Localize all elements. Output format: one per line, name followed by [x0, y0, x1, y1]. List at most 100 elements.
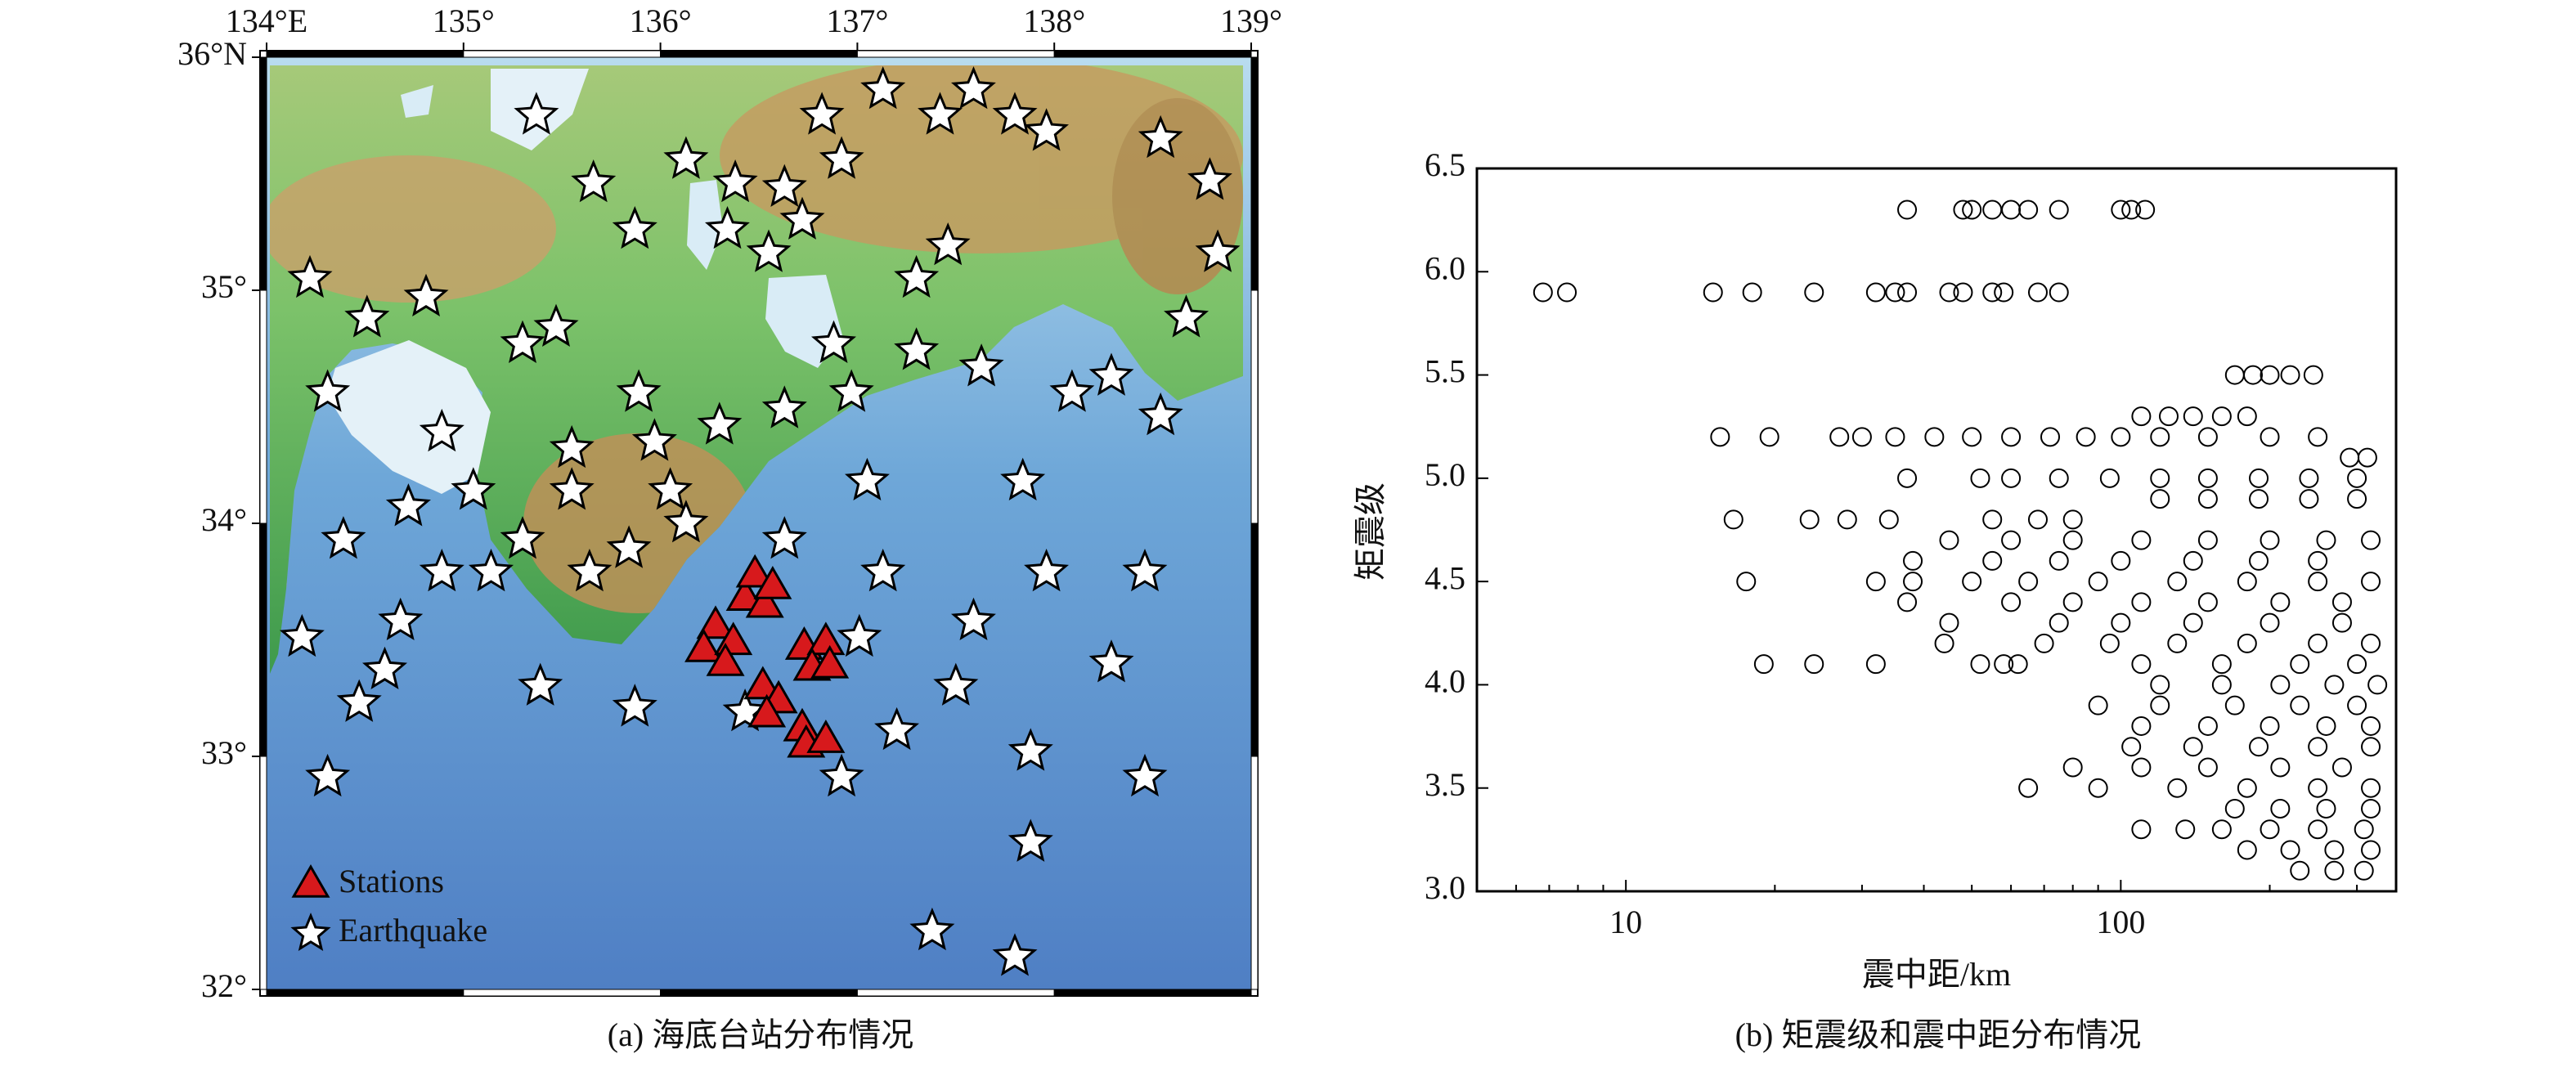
station-marker — [725, 577, 765, 611]
data-point — [2183, 737, 2203, 757]
data-point — [2076, 427, 2096, 447]
y-tick-label: 33° — [201, 734, 247, 771]
data-point — [2111, 427, 2131, 447]
x-tick-label: 138° — [1023, 2, 1085, 39]
data-point — [2150, 489, 2170, 509]
data-point — [2131, 530, 2152, 550]
frame-band — [259, 56, 267, 291]
data-point — [2018, 200, 2039, 220]
earthquake-marker — [648, 467, 693, 510]
data-point — [2270, 757, 2291, 778]
data-point — [2111, 550, 2131, 571]
frame-band — [266, 989, 464, 997]
data-point — [2243, 365, 2264, 385]
data-point — [2331, 592, 2352, 612]
data-point — [2211, 406, 2232, 427]
data-point — [2018, 572, 2039, 592]
legend-label: Stations — [339, 863, 444, 899]
data-point — [2308, 550, 2328, 571]
data-point — [1953, 282, 1973, 303]
data-point — [1799, 509, 1820, 530]
data-point — [2167, 633, 2188, 653]
earthquake-marker — [612, 205, 657, 249]
earthquake-marker — [819, 136, 864, 179]
y-tick-label: 5.0 — [1425, 456, 1465, 493]
data-point — [2150, 675, 2170, 695]
data-point — [2001, 530, 2022, 550]
data-point — [2197, 427, 2218, 447]
data-point — [1804, 282, 1824, 303]
data-point — [2361, 530, 2381, 550]
x-tick-label: 135° — [433, 2, 495, 39]
y-tick-label: 4.0 — [1425, 663, 1465, 700]
data-point — [1939, 612, 1959, 633]
earthquake-marker — [992, 92, 1038, 135]
frame-band — [856, 989, 1055, 997]
data-point — [2131, 819, 2152, 840]
data-point — [2308, 633, 2328, 653]
data-point — [2150, 695, 2170, 715]
earthquake-marker — [1122, 753, 1168, 797]
earthquake-marker — [361, 646, 408, 689]
data-point — [2290, 654, 2310, 675]
earthquake-marker — [549, 467, 595, 510]
data-point — [2099, 468, 2120, 488]
x-tick-label: 10 — [1609, 904, 1642, 940]
earthquake-marker — [514, 92, 559, 135]
data-point — [2290, 695, 2310, 715]
earthquake-marker — [837, 613, 882, 657]
data-point — [1897, 592, 1918, 612]
data-point — [1865, 282, 1886, 303]
data-point — [1982, 200, 2003, 220]
data-point — [1753, 654, 1774, 675]
earthquake-marker — [419, 408, 464, 452]
data-point — [1723, 509, 1744, 530]
earthquake-marker — [1187, 157, 1232, 200]
data-point — [1897, 282, 1918, 303]
data-point — [2361, 778, 2381, 798]
x-tick-label: 134°E — [226, 2, 307, 39]
earthquake-marker — [616, 369, 662, 412]
earthquake-marker — [500, 320, 545, 363]
data-point — [2062, 509, 2083, 530]
data-point — [1897, 468, 1918, 488]
data-point — [2027, 509, 2048, 530]
data-point — [2260, 365, 2280, 385]
earthquake-marker — [500, 516, 545, 559]
y-tick-label: 6.5 — [1425, 146, 1465, 183]
scatter-panel: 3.0 3.5 4.0 4.5 5.0 5.5 6.0 6.5 10 100 震中距/km 矩震级 (b… — [1352, 146, 2398, 1053]
earthquake-marker — [799, 92, 845, 135]
data-point — [2211, 819, 2232, 840]
earthquake-marker — [761, 164, 807, 207]
data-point — [2280, 840, 2300, 860]
earthquake-marker — [909, 907, 955, 951]
data-point — [2175, 819, 2196, 840]
data-point — [2121, 200, 2142, 220]
data-point — [2316, 530, 2336, 550]
earthquake-marker — [305, 369, 351, 412]
legend-symbol — [291, 863, 330, 898]
earthquake-marker — [761, 516, 807, 559]
data-point — [2131, 715, 2152, 736]
data-point — [2197, 592, 2218, 612]
data-point — [2167, 778, 2188, 798]
earthquake-marker — [287, 254, 333, 298]
data-point — [2211, 675, 2232, 695]
y-tick-label: 34° — [201, 501, 247, 538]
data-point — [1982, 282, 2003, 303]
earthquake-marker — [1138, 392, 1183, 436]
data-point — [2290, 860, 2310, 881]
station-marker — [743, 666, 783, 700]
earthquake-marker — [828, 369, 874, 412]
data-point — [2260, 819, 2280, 840]
data-point — [2331, 612, 2352, 633]
data-point — [2331, 757, 2352, 778]
data-point — [2367, 675, 2388, 695]
legend-label: Earthquake — [339, 912, 487, 949]
earthquake-marker — [321, 516, 366, 559]
station-marker — [684, 628, 724, 662]
earthquake-marker — [305, 753, 351, 797]
frame-band — [259, 756, 267, 990]
frame-band — [266, 50, 464, 58]
data-point — [2008, 654, 2028, 675]
